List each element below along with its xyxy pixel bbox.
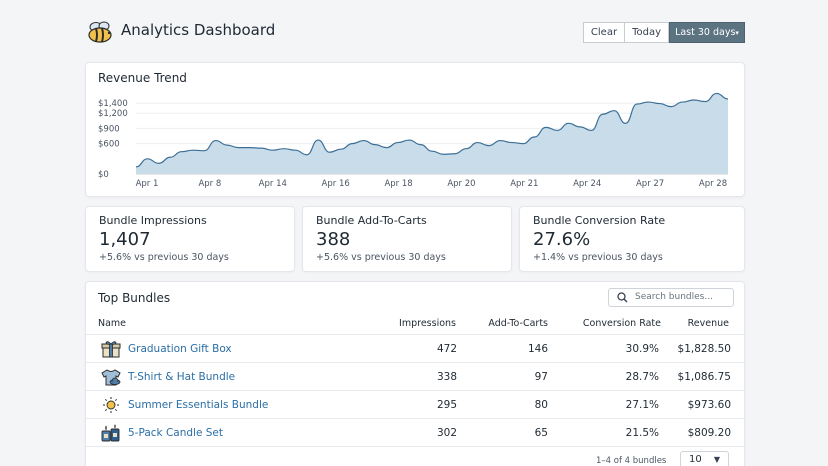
y-tick-label: $0 bbox=[98, 170, 109, 180]
bundle-name-link[interactable]: Graduation Gift Box bbox=[128, 343, 232, 355]
date-range-label: Last 30 days bbox=[675, 27, 736, 38]
search-input[interactable]: Search bundles... bbox=[608, 288, 734, 307]
chevron-down-icon: ▼ bbox=[713, 455, 720, 464]
impressions-cell: 338 bbox=[436, 371, 457, 383]
stat-label: Bundle Add-To-Carts bbox=[316, 214, 427, 227]
revenue-cell: $1,086.75 bbox=[677, 371, 731, 383]
x-tick-label: Apr 18 bbox=[384, 179, 412, 189]
impressions-cell: 472 bbox=[436, 343, 457, 355]
conversion-cell: 21.5% bbox=[625, 427, 659, 439]
add-to-carts-cell: 65 bbox=[534, 427, 548, 439]
revenue-area bbox=[136, 93, 728, 174]
conversion-cell: 30.9% bbox=[625, 343, 659, 355]
bundle-name-link[interactable]: T-Shirt & Hat Bundle bbox=[128, 371, 236, 383]
y-tick-label: $900 bbox=[98, 124, 120, 134]
page-title: Analytics Dashboard bbox=[121, 21, 276, 39]
top-bundles-card: Top Bundles Search bundles... Name Impre… bbox=[85, 281, 745, 466]
conversion-cell: 27.1% bbox=[625, 399, 659, 411]
column-header-name[interactable]: Name bbox=[98, 318, 127, 329]
y-tick-label: $1,400 bbox=[98, 99, 128, 109]
page-size-select[interactable]: 10 ▼ bbox=[680, 451, 729, 466]
stat-card-add-to-carts: Bundle Add-To-Carts 388 +5.6% vs previou… bbox=[302, 206, 512, 272]
impressions-cell: 302 bbox=[436, 427, 457, 439]
revenue-cell: $1,828.50 bbox=[677, 343, 731, 355]
header: Analytics Dashboard Clear Today Last 30 … bbox=[86, 20, 745, 44]
table-footer-divider bbox=[86, 446, 745, 447]
x-tick-label: Apr 16 bbox=[322, 179, 350, 189]
stat-value: 1,407 bbox=[99, 229, 151, 250]
x-tick-label: Apr 24 bbox=[573, 179, 601, 189]
column-header-conversion-rate[interactable]: Conversion Rate bbox=[582, 318, 661, 329]
revenue-trend-title: Revenue Trend bbox=[98, 71, 187, 85]
page-size-value: 10 bbox=[689, 454, 702, 465]
x-tick-label: Apr 21 bbox=[510, 179, 538, 189]
x-tick-label: Apr 8 bbox=[198, 179, 221, 189]
search-placeholder: Search bundles... bbox=[635, 292, 713, 302]
revenue-cell: $809.20 bbox=[687, 427, 731, 439]
stat-value: 388 bbox=[316, 229, 351, 250]
x-tick-label: Apr 14 bbox=[259, 179, 287, 189]
table-row[interactable]: T-Shirt & Hat Bundle 338 97 28.7% $1,086… bbox=[86, 362, 745, 390]
y-tick-label: $1,200 bbox=[98, 109, 128, 119]
add-to-carts-cell: 97 bbox=[534, 371, 548, 383]
x-tick-label: Apr 1 bbox=[136, 179, 159, 189]
revenue-chart: $1,400$1,200 $900 $600 $0 Apr 1 Apr 8 Apr 14 Ap… bbox=[98, 92, 729, 189]
today-button[interactable]: Today bbox=[625, 22, 669, 43]
x-tick-label: Apr 20 bbox=[447, 179, 475, 189]
stat-change: +5.6% vs previous 30 days bbox=[99, 252, 229, 263]
gift-icon bbox=[101, 341, 121, 358]
column-header-add-to-carts[interactable]: Add-To-Carts bbox=[488, 318, 548, 329]
pagination-text: 1–4 of 4 bundles bbox=[596, 456, 667, 466]
top-bundles-title: Top Bundles bbox=[98, 291, 171, 305]
bundle-name-link[interactable]: Summer Essentials Bundle bbox=[128, 399, 269, 411]
add-to-carts-cell: 80 bbox=[534, 399, 548, 411]
search-icon bbox=[617, 292, 628, 303]
table-row[interactable]: Graduation Gift Box 472 146 30.9% $1,828… bbox=[86, 334, 745, 362]
x-tick-label: Apr 28 bbox=[699, 179, 727, 189]
impressions-cell: 295 bbox=[436, 399, 457, 411]
stat-value: 27.6% bbox=[533, 229, 591, 250]
table-row[interactable]: 5-Pack Candle Set 302 65 21.5% $809.20 bbox=[86, 418, 745, 446]
candles-icon bbox=[101, 424, 120, 442]
revenue-series-line bbox=[135, 92, 729, 168]
stat-label: Bundle Impressions bbox=[99, 214, 207, 227]
stat-label: Bundle Conversion Rate bbox=[533, 214, 666, 227]
stat-card-impressions: Bundle Impressions 1,407 +5.6% vs previo… bbox=[85, 206, 295, 272]
stat-change: +1.4% vs previous 30 days bbox=[533, 252, 663, 263]
table-row[interactable]: Summer Essentials Bundle 295 80 27.1% $9… bbox=[86, 390, 745, 418]
conversion-cell: 28.7% bbox=[625, 371, 659, 383]
x-tick-label: Apr 27 bbox=[636, 179, 664, 189]
y-tick-label: $600 bbox=[98, 140, 120, 150]
date-range-dropdown[interactable]: Last 30 days▾ bbox=[669, 22, 745, 43]
sun-icon bbox=[103, 397, 119, 413]
bee-icon bbox=[88, 21, 112, 43]
date-button-group: Clear Today bbox=[582, 22, 669, 43]
stat-change: +5.6% vs previous 30 days bbox=[316, 252, 446, 263]
revenue-trend-card: Revenue Trend $1,400 $1,200 $900 $600 $0 Apr … bbox=[85, 62, 745, 197]
caret-down-icon: ▾ bbox=[735, 29, 739, 37]
tshirt-icon bbox=[101, 369, 121, 386]
revenue-cell: $973.60 bbox=[687, 399, 731, 411]
add-to-carts-cell: 146 bbox=[527, 343, 548, 355]
clear-button[interactable]: Clear bbox=[582, 22, 626, 43]
stat-card-conversion-rate: Bundle Conversion Rate 27.6% +1.4% vs pr… bbox=[519, 206, 745, 272]
column-header-revenue[interactable]: Revenue bbox=[687, 318, 729, 329]
column-header-impressions[interactable]: Impressions bbox=[399, 318, 456, 329]
bundle-name-link[interactable]: 5-Pack Candle Set bbox=[128, 427, 223, 439]
